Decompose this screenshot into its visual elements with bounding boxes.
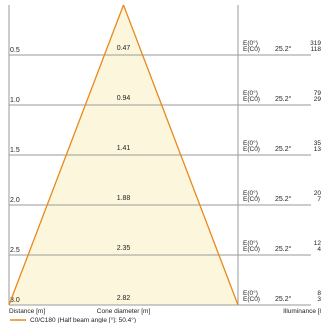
e0-value: 8 — [317, 290, 321, 297]
diameter-label: 0.94 — [117, 95, 131, 102]
angle-label: 25.2° — [275, 195, 292, 203]
distance-label: 2.0 — [10, 197, 20, 204]
cone-left-edge — [8, 4, 125, 306]
angle-label: 25.2° — [275, 145, 292, 153]
angle-label: 25.2° — [275, 45, 292, 53]
x-axis-title: Distance [m] — [9, 308, 45, 315]
e0-label: E(0°) — [243, 89, 258, 97]
ec0-label: E(C0) — [243, 46, 260, 53]
diameter-label: 2.82 — [117, 295, 131, 302]
e0-value: 79 — [314, 90, 321, 97]
e0-label: E(0°) — [243, 139, 258, 147]
diameter-label: 1.41 — [117, 145, 131, 152]
angle-label: 25.2° — [275, 245, 292, 253]
diameter-label: 2.35 — [117, 245, 131, 252]
e0-value: 35 — [314, 140, 321, 147]
distance-label: 1.0 — [10, 97, 20, 104]
cone-right-edge — [122, 4, 239, 306]
e0-value: 319 — [310, 40, 321, 47]
distance-label: 2.5 — [10, 247, 20, 254]
ec0-label: E(C0) — [243, 296, 260, 303]
diameter-label: 1.88 — [117, 195, 131, 202]
e0-label: E(0°) — [243, 239, 258, 247]
legend-label: C0/C180 (Half beam angle [°]: 50.4°) — [30, 316, 136, 323]
ec0-value: 3 — [317, 296, 321, 303]
ec0-value: 118 — [311, 46, 321, 53]
diameter-label: 0.47 — [117, 45, 131, 52]
distance-label: 3.0 — [10, 297, 20, 304]
ec0-label: E(C0) — [243, 146, 260, 153]
distance-label: 0.5 — [10, 47, 20, 54]
ec0-label: E(C0) — [243, 96, 260, 103]
angle-label: 25.2° — [275, 95, 292, 103]
e0-label: E(0°) — [243, 39, 258, 47]
ec0-value: 13 — [314, 146, 321, 153]
e0-label: E(0°) — [243, 189, 258, 197]
e0-value: 12 — [314, 240, 321, 247]
illuminance-title: Illuminance [l — [283, 308, 321, 315]
cone-diameter-title: Cone diameter [m] — [97, 308, 151, 315]
ec0-label: E(C0) — [243, 196, 260, 203]
ec0-value: 7 — [317, 196, 321, 203]
ec0-value: 4 — [317, 246, 321, 253]
e0-label: E(0°) — [243, 289, 258, 297]
ec0-label: E(C0) — [243, 246, 260, 253]
e0-value: 20 — [314, 190, 321, 197]
distance-label: 1.5 — [10, 147, 20, 154]
angle-label: 25.2° — [275, 295, 292, 303]
ec0-value: 29 — [314, 96, 321, 103]
